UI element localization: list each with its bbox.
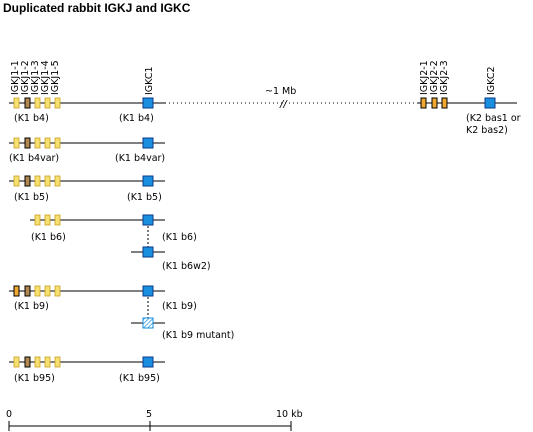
j-segment <box>13 285 20 297</box>
gene-label-igkc1: IGKC1 <box>144 66 155 95</box>
c-gene-label: (K1 b4var) <box>115 153 165 164</box>
figure-title: Duplicated rabbit IGKJ and IGKC <box>3 1 191 15</box>
j-segment <box>44 175 51 187</box>
j-segment <box>13 137 20 149</box>
haplotype-k1-b5: (K1 b5) (K1 b5) <box>9 175 165 203</box>
j-segment <box>54 137 61 149</box>
c-segment <box>142 285 154 297</box>
c-segment <box>142 356 154 368</box>
j-segment <box>24 175 31 187</box>
gene-label-igkj1-2: IGKJ1-2 <box>20 60 31 95</box>
j2-segment <box>420 97 427 109</box>
j-segment <box>24 285 31 297</box>
j-segment <box>44 356 51 368</box>
gap-break-mark: // <box>279 99 288 110</box>
j-cluster-label: (K1 b4) <box>14 113 49 124</box>
j-segment <box>24 97 31 109</box>
c-segment <box>142 214 154 226</box>
c-gene-label: (K1 b6) <box>162 232 197 243</box>
j-segment <box>44 137 51 149</box>
j2-segment <box>431 97 438 109</box>
mutant-c-segment <box>142 317 154 329</box>
j-cluster-label: (K1 b95) <box>14 373 55 384</box>
j-segment <box>44 285 51 297</box>
j-segment <box>34 97 41 109</box>
c-segment <box>142 137 154 149</box>
haplotype-k1-b6: (K1 b6) (K1 b6) (K1 b6w2) <box>30 214 211 272</box>
j-segment <box>13 175 20 187</box>
haplotype-k1-b9: (K1 b9) (K1 b9) (K1 b9 mutant) <box>9 285 234 341</box>
j-segment <box>34 137 41 149</box>
gene-label-igkc2: IGKC2 <box>486 66 497 95</box>
gene-label-igkj2-3: IGKJ2-3 <box>439 60 450 95</box>
j-cluster-label: (K1 b5) <box>14 192 49 203</box>
haplotype-k1-b4var: (K1 b4var) (K1 b4var) <box>9 137 165 164</box>
j2-segment <box>441 97 448 109</box>
c-gene-label: (K1 b95) <box>119 373 160 384</box>
gene-label-igkj2-1: IGKJ2-1 <box>419 60 430 95</box>
j-segment <box>44 97 51 109</box>
igkj1-gene-labels: IGKJ1-1 IGKJ1-2 IGKJ1-3 IGKJ1-4 IGKJ1-5 <box>10 60 61 95</box>
scale-tick-label-10: 10 kb <box>276 409 303 420</box>
j-segment <box>54 356 61 368</box>
gene-label-igkj1-3: IGKJ1-3 <box>30 60 41 95</box>
k2-label-line2: K2 bas2) <box>466 125 508 136</box>
j-segment <box>34 285 41 297</box>
j-segment <box>54 97 61 109</box>
j-segment <box>34 214 41 226</box>
j-segment <box>54 175 61 187</box>
k2-label-line1: (K2 bas1 or <box>466 113 521 124</box>
gene-label-igkj1-4: IGKJ1-4 <box>40 60 51 95</box>
j-segment <box>34 356 41 368</box>
gene-label-igkj1-5: IGKJ1-5 <box>50 60 61 95</box>
j-cluster-label: (K1 b4var) <box>9 153 59 164</box>
c-gene-label: (K1 b9) <box>162 301 197 312</box>
j-segment <box>24 356 31 368</box>
j-segment <box>44 214 51 226</box>
scale-bar: 0 5 10 kb <box>6 409 303 431</box>
c-gene-label: (K1 b4) <box>119 113 154 124</box>
dup-c-segment <box>142 246 154 258</box>
c-gene-label: (K1 b5) <box>127 192 162 203</box>
j-segment <box>24 137 31 149</box>
haplotype-k1-b95: (K1 b95) (K1 b95) <box>9 356 165 384</box>
igkj2-gene-labels: IGKJ2-1 IGKJ2-2 IGKJ2-3 <box>419 60 450 95</box>
c-segment <box>142 97 154 109</box>
j-segment <box>34 175 41 187</box>
gene-label-igkj2-2: IGKJ2-2 <box>429 60 440 95</box>
haplotype-k1-b4: ~1 Mb // (K1 b4) (K1 b4) (K2 bas1 or K2 … <box>9 86 521 136</box>
j-segment <box>54 285 61 297</box>
j-segment <box>13 97 20 109</box>
j-cluster-label: (K1 b9) <box>14 301 49 312</box>
dup-c-label: (K1 b6w2) <box>162 261 211 272</box>
gap-label: ~1 Mb <box>265 86 296 97</box>
c-segment <box>142 175 154 187</box>
j-segment <box>54 214 61 226</box>
c2-segment <box>484 97 496 109</box>
scale-tick-label-0: 0 <box>6 409 12 420</box>
dup-c-label: (K1 b9 mutant) <box>162 330 234 341</box>
scale-tick-label-5: 5 <box>146 409 152 420</box>
j-cluster-label: (K1 b6) <box>31 232 66 243</box>
gene-label-igkj1-1: IGKJ1-1 <box>10 60 21 95</box>
j-segment <box>13 356 20 368</box>
